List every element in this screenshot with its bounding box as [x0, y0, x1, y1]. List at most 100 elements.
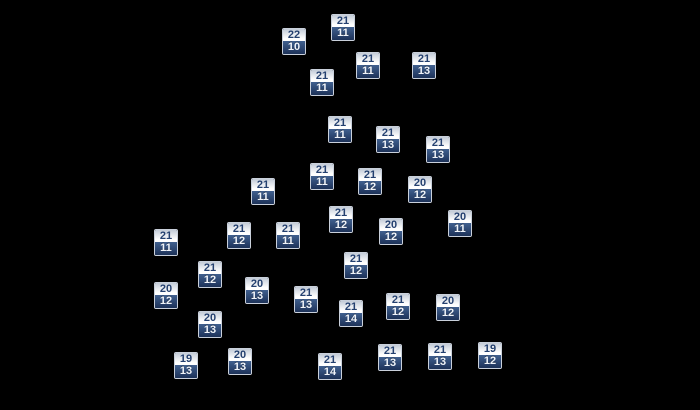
low-temp-label: 12 — [479, 355, 501, 368]
temp-marker[interactable]: 21 13 — [378, 344, 402, 371]
low-temp-label: 11 — [449, 223, 471, 236]
high-temp-label: 21 — [429, 344, 451, 356]
high-temp-label: 21 — [377, 127, 399, 139]
low-temp-label: 12 — [387, 306, 409, 319]
high-temp-label: 20 — [437, 295, 459, 307]
temp-marker[interactable]: 21 11 — [356, 52, 380, 79]
high-temp-label: 21 — [357, 53, 379, 65]
temp-marker[interactable]: 21 11 — [310, 163, 334, 190]
low-temp-label: 12 — [380, 231, 402, 244]
high-temp-label: 21 — [155, 230, 177, 242]
high-temp-label: 20 — [409, 177, 431, 189]
low-temp-label: 13 — [175, 365, 197, 378]
temp-marker[interactable]: 21 12 — [198, 261, 222, 288]
low-temp-label: 11 — [332, 27, 354, 40]
temp-marker[interactable]: 21 13 — [412, 52, 436, 79]
low-temp-label: 11 — [357, 65, 379, 78]
temp-marker[interactable]: 19 12 — [478, 342, 502, 369]
temp-marker[interactable]: 20 13 — [245, 277, 269, 304]
high-temp-label: 19 — [479, 343, 501, 355]
low-temp-label: 13 — [246, 290, 268, 303]
temp-marker[interactable]: 21 12 — [358, 168, 382, 195]
temp-marker[interactable]: 20 11 — [448, 210, 472, 237]
temp-marker[interactable]: 21 11 — [251, 178, 275, 205]
low-temp-label: 13 — [199, 324, 221, 337]
low-temp-label: 13 — [379, 357, 401, 370]
temp-marker[interactable]: 21 13 — [376, 126, 400, 153]
low-temp-label: 11 — [155, 242, 177, 255]
low-temp-label: 12 — [228, 235, 250, 248]
low-temp-label: 13 — [429, 356, 451, 369]
high-temp-label: 21 — [413, 53, 435, 65]
high-temp-label: 20 — [199, 312, 221, 324]
temp-marker[interactable]: 20 12 — [436, 294, 460, 321]
high-temp-label: 21 — [199, 262, 221, 274]
low-temp-label: 11 — [311, 176, 333, 189]
temp-marker[interactable]: 21 11 — [154, 229, 178, 256]
temp-marker[interactable]: 21 13 — [426, 136, 450, 163]
temp-marker[interactable]: 21 12 — [329, 206, 353, 233]
high-temp-label: 21 — [340, 301, 362, 313]
temp-marker[interactable]: 20 12 — [379, 218, 403, 245]
high-temp-label: 20 — [155, 283, 177, 295]
temp-marker[interactable]: 21 12 — [344, 252, 368, 279]
high-temp-label: 20 — [246, 278, 268, 290]
low-temp-label: 13 — [413, 65, 435, 78]
temp-marker[interactable]: 21 11 — [276, 222, 300, 249]
low-temp-label: 12 — [199, 274, 221, 287]
low-temp-label: 11 — [252, 191, 274, 204]
high-temp-label: 21 — [359, 169, 381, 181]
high-temp-label: 20 — [380, 219, 402, 231]
low-temp-label: 12 — [437, 307, 459, 320]
low-temp-label: 12 — [155, 295, 177, 308]
temp-marker[interactable]: 20 13 — [228, 348, 252, 375]
temp-marker[interactable]: 21 14 — [339, 300, 363, 327]
temp-marker[interactable]: 21 13 — [428, 343, 452, 370]
low-temp-label: 12 — [409, 189, 431, 202]
temp-marker[interactable]: 21 14 — [318, 353, 342, 380]
high-temp-label: 21 — [295, 287, 317, 299]
low-temp-label: 11 — [329, 129, 351, 142]
high-temp-label: 21 — [379, 345, 401, 357]
high-temp-label: 21 — [330, 207, 352, 219]
low-temp-label: 13 — [229, 361, 251, 374]
high-temp-label: 21 — [311, 70, 333, 82]
high-temp-label: 21 — [311, 164, 333, 176]
low-temp-label: 12 — [345, 265, 367, 278]
temp-marker[interactable]: 21 12 — [227, 222, 251, 249]
high-temp-label: 21 — [329, 117, 351, 129]
temp-marker[interactable]: 20 12 — [408, 176, 432, 203]
low-temp-label: 14 — [340, 313, 362, 326]
temp-marker[interactable]: 21 11 — [331, 14, 355, 41]
low-temp-label: 14 — [319, 366, 341, 379]
high-temp-label: 21 — [228, 223, 250, 235]
temp-marker[interactable]: 19 13 — [174, 352, 198, 379]
low-temp-label: 12 — [330, 219, 352, 232]
temp-marker[interactable]: 20 13 — [198, 311, 222, 338]
low-temp-label: 12 — [359, 181, 381, 194]
high-temp-label: 21 — [427, 137, 449, 149]
low-temp-label: 10 — [283, 41, 305, 54]
low-temp-label: 11 — [277, 235, 299, 248]
high-temp-label: 21 — [319, 354, 341, 366]
high-temp-label: 19 — [175, 353, 197, 365]
temp-marker[interactable]: 21 13 — [294, 286, 318, 313]
high-temp-label: 20 — [229, 349, 251, 361]
high-temp-label: 20 — [449, 211, 471, 223]
low-temp-label: 11 — [311, 82, 333, 95]
high-temp-label: 22 — [283, 29, 305, 41]
temp-marker[interactable]: 22 10 — [282, 28, 306, 55]
temp-marker[interactable]: 21 11 — [310, 69, 334, 96]
high-temp-label: 21 — [277, 223, 299, 235]
low-temp-label: 13 — [427, 149, 449, 162]
high-temp-label: 21 — [252, 179, 274, 191]
temp-marker[interactable]: 21 11 — [328, 116, 352, 143]
high-temp-label: 21 — [332, 15, 354, 27]
temp-marker[interactable]: 21 12 — [386, 293, 410, 320]
low-temp-label: 13 — [295, 299, 317, 312]
high-temp-label: 21 — [387, 294, 409, 306]
temp-marker[interactable]: 20 12 — [154, 282, 178, 309]
high-temp-label: 21 — [345, 253, 367, 265]
low-temp-label: 13 — [377, 139, 399, 152]
